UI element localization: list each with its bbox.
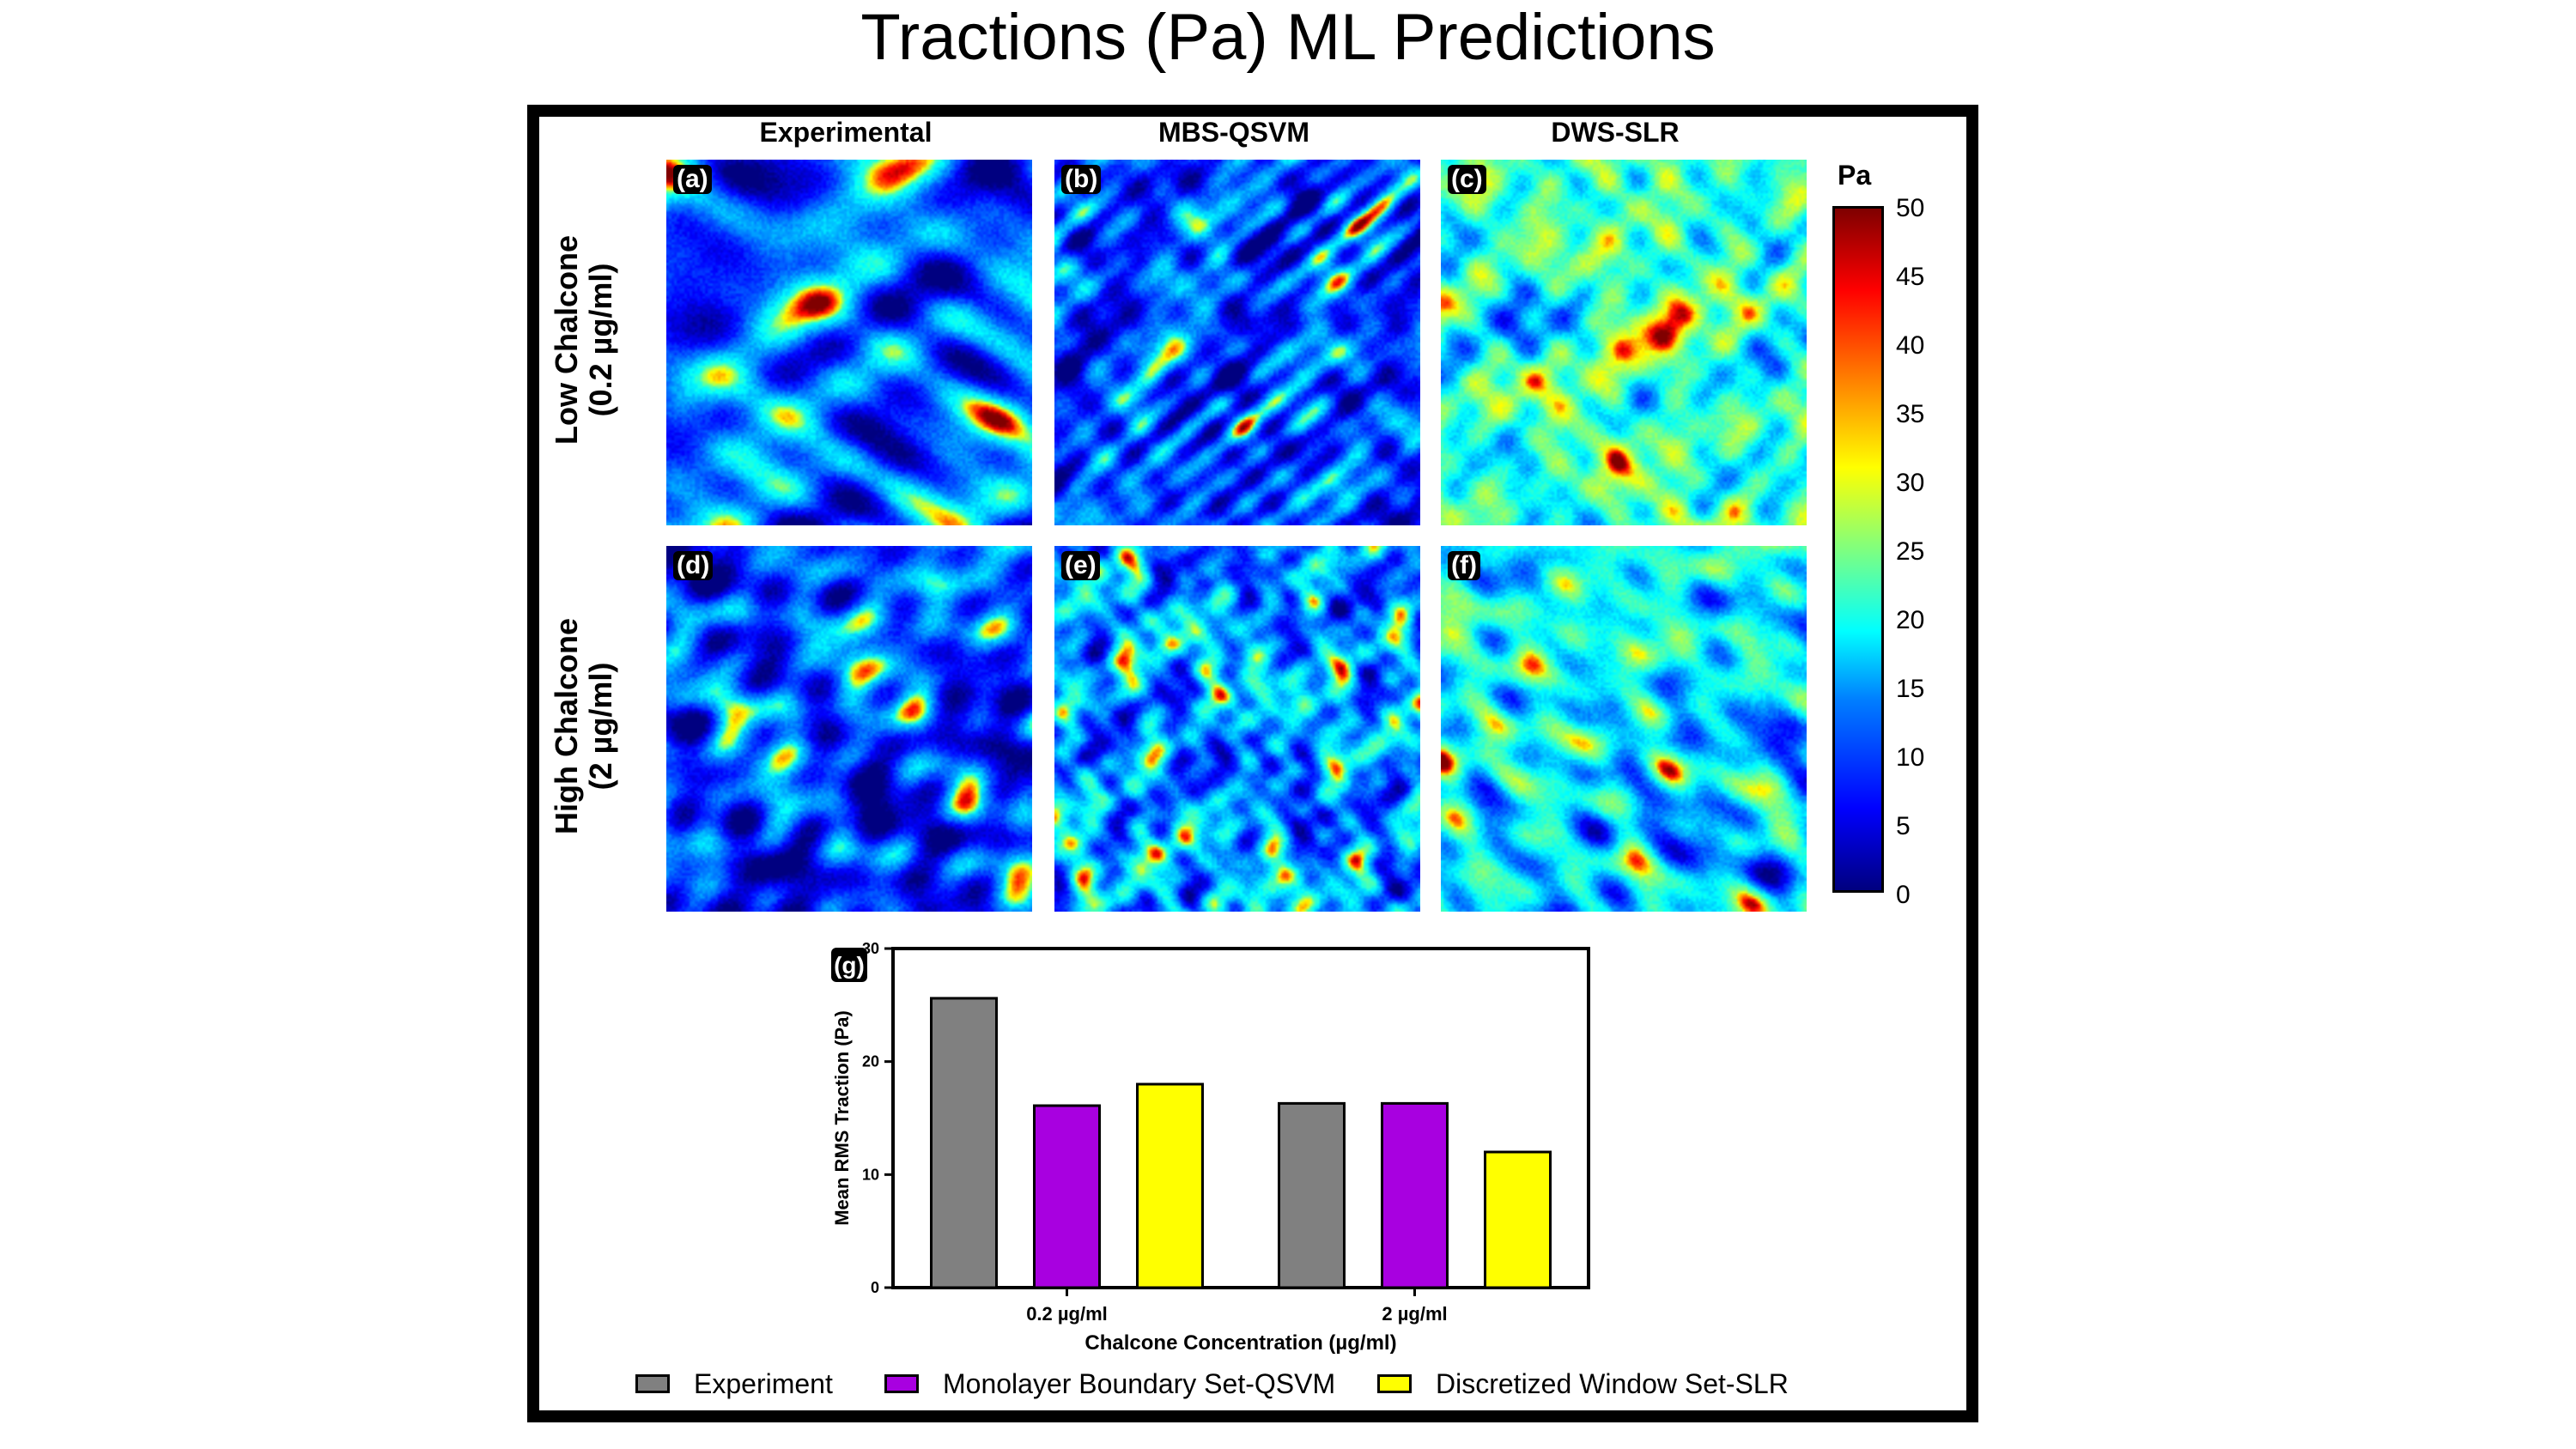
heatmap-canvas — [1441, 546, 1807, 912]
legend-swatch — [884, 1374, 919, 1393]
x-axis-label: Chalcone Concentration (µg/ml) — [1084, 1331, 1396, 1355]
colorbar-tick: 40 — [1896, 331, 1925, 360]
panel-label-box — [831, 948, 867, 982]
legend-label: Monolayer Boundary Set-QSVM — [943, 1367, 1336, 1399]
bar — [930, 997, 998, 1289]
panel-label: (e) — [1061, 551, 1100, 580]
colorbar — [1832, 206, 1884, 893]
y-tick-label: 10 — [862, 1166, 879, 1183]
panel-label: (c) — [1448, 165, 1486, 194]
column-label-experimental: Experimental — [759, 117, 933, 148]
bar — [1033, 1104, 1101, 1289]
heatmap-canvas — [1054, 546, 1420, 912]
colorbar-tick: 10 — [1896, 743, 1925, 772]
y-tick-label: 20 — [862, 1053, 879, 1070]
colorbar-tick: 30 — [1896, 469, 1925, 497]
row-label-line2: (0.2 µg/ml) — [583, 263, 618, 417]
column-label-mbs-qsvm: MBS-QSVM — [1158, 117, 1309, 148]
legend-label: Experiment — [694, 1367, 833, 1399]
traction-map-c: (c) — [1441, 160, 1807, 525]
bar — [1136, 1082, 1204, 1289]
panel-label: (d) — [673, 551, 714, 580]
legend-swatch — [1377, 1374, 1412, 1393]
row-label-high-chalcone: High Chalcone (2 µg/ml) — [549, 503, 618, 949]
x-tick-label: 0.2 µg/ml — [1026, 1303, 1108, 1325]
row-label-line1: Low Chalcone — [549, 234, 584, 446]
legend-label: Discretized Window Set-SLR — [1436, 1367, 1789, 1399]
x-tick-label: 2 µg/ml — [1382, 1303, 1447, 1325]
colorbar-tick: 45 — [1896, 263, 1925, 291]
colorbar-tick: 20 — [1896, 606, 1925, 634]
y-tick-label: 0 — [871, 1279, 879, 1296]
colorbar-tick: 5 — [1896, 812, 1911, 840]
panel-label: (a) — [673, 165, 712, 194]
traction-map-b: (b) — [1054, 160, 1420, 525]
traction-map-a: (a) — [666, 160, 1032, 525]
panel-label-g: (g) — [834, 952, 865, 979]
bar — [1381, 1101, 1449, 1289]
bar — [1278, 1101, 1346, 1289]
figure-frame — [527, 105, 1978, 1422]
legend-item-dws-slr: Discretized Window Set-SLR — [1377, 1363, 1789, 1404]
colorbar-tick: 50 — [1896, 194, 1925, 222]
row-label-low-chalcone: Low Chalcone (0.2 µg/ml) — [549, 117, 618, 563]
colorbar-tick: 35 — [1896, 400, 1925, 428]
heatmap-canvas — [666, 546, 1032, 912]
row-label-line1: High Chalcone — [549, 617, 584, 835]
heatmap-canvas — [1441, 160, 1807, 525]
row-label-line2: (2 µg/ml) — [583, 662, 618, 791]
plot-frame — [891, 947, 1590, 1289]
legend-swatch — [635, 1374, 670, 1393]
colorbar-tick: 15 — [1896, 675, 1925, 703]
page-title: Tractions (Pa) ML Predictions — [860, 1, 1716, 74]
traction-map-d: (d) — [666, 546, 1032, 912]
panel-label: (b) — [1061, 165, 1102, 194]
panel-label: (f) — [1448, 551, 1480, 580]
colorbar-unit: Pa — [1838, 160, 1872, 191]
traction-map-f: (f) — [1441, 546, 1807, 912]
heatmap-canvas — [1054, 160, 1420, 525]
legend-item-mbs-qsvm: Monolayer Boundary Set-QSVM — [884, 1363, 1335, 1404]
heatmap-canvas — [666, 160, 1032, 525]
colorbar-tick: 25 — [1896, 537, 1925, 566]
bar — [1484, 1150, 1552, 1289]
traction-map-e: (e) — [1054, 546, 1420, 912]
colorbar-tick: 0 — [1896, 881, 1911, 909]
y-axis-label: Mean RMS Traction (Pa) — [831, 1010, 853, 1226]
chart-legend: Experiment Monolayer Boundary Set-QSVM D… — [635, 1363, 1872, 1404]
legend-item-experiment: Experiment — [635, 1363, 833, 1404]
column-label-dws-slr: DWS-SLR — [1551, 117, 1680, 148]
